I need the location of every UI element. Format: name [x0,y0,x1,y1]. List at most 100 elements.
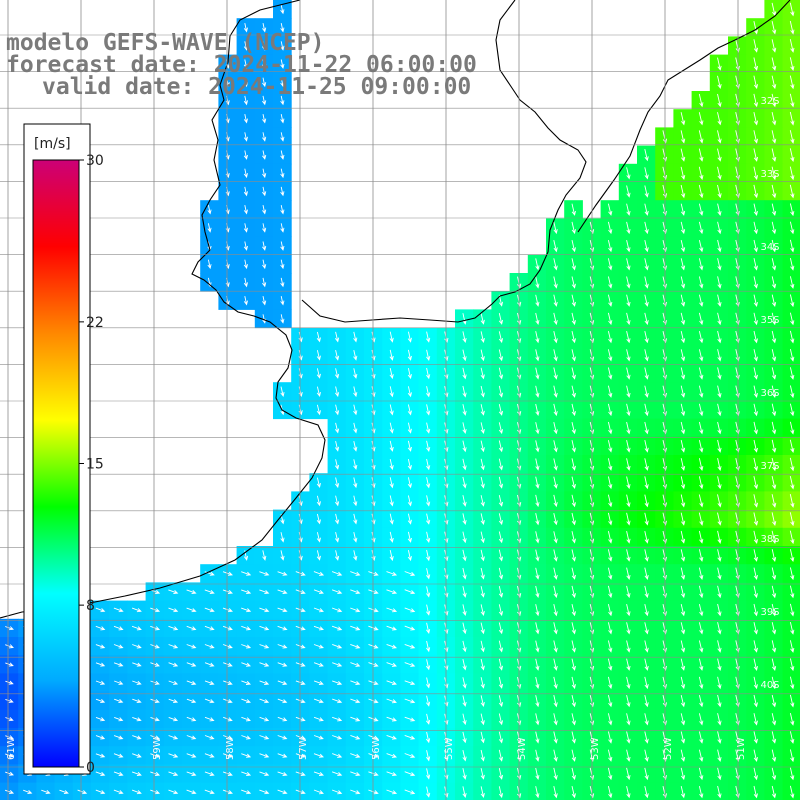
wind-arrow [607,549,613,562]
wind-arrow [259,735,270,740]
wind-arrow [571,440,576,453]
wind-arrow [698,294,704,307]
wind-arrow [553,658,558,671]
wind-arrow [243,205,248,215]
wind-arrow [113,753,124,758]
wind-arrow [334,459,340,470]
wind-arrow [753,203,758,217]
wind-arrow [789,184,795,199]
wind-arrow [313,789,324,795]
wind-arrow [644,531,649,544]
wind-arrow [771,785,777,799]
wind-arrows [4,2,795,799]
wind-arrow [480,385,485,398]
wind-arrow [480,313,485,325]
longitude-label: 57W [298,737,309,760]
longitude-label: 54W [517,737,528,760]
wind-arrow [353,331,358,343]
wind-arrow [553,767,558,781]
wind-arrow [168,698,179,704]
wind-arrow [462,695,467,707]
wind-arrow [426,386,431,398]
wind-arrow [753,184,759,199]
wind-arrow [717,403,722,417]
wind-arrow [186,662,197,667]
wind-arrow [680,276,686,289]
wind-cell [91,782,110,800]
wind-arrow [498,731,504,744]
wind-arrow [350,662,361,667]
wind-arrow [353,550,358,561]
wind-arrow [243,95,248,106]
wind-arrow [462,749,467,762]
wind-arrow [553,330,558,344]
wind-arrow [553,622,558,635]
wind-arrow [313,607,324,613]
wind-arrow [771,749,777,763]
wind-arrow [480,404,485,416]
wind-cell [182,782,201,800]
wind-arrow [407,459,412,471]
wind-arrow [462,458,467,471]
wind-arrow [204,571,215,576]
wind-arrow [771,494,777,508]
wind-arrow [316,368,321,379]
coastline-brazil-south [577,0,791,233]
wind-arrow [607,221,613,235]
wind-cell [382,782,401,800]
wind-arrow [350,589,361,595]
wind-arrow [204,753,215,758]
wind-arrow [462,586,467,598]
wind-arrow [535,276,540,289]
wind-arrow [426,440,431,453]
wind-arrow [480,349,485,362]
wind-arrow [644,403,649,417]
wind-arrow [717,112,722,126]
wind-arrow [535,695,540,708]
wind-arrow [462,658,467,671]
wind-arrow [680,549,686,562]
wind-arrow [498,458,504,471]
wind-arrow [644,767,649,781]
wind-arrow [789,622,795,635]
wind-arrow [462,713,467,726]
wind-arrow [389,459,394,471]
wind-arrow [789,494,795,508]
wind-arrow [753,421,758,435]
wind-arrow [350,753,361,758]
wind-arrow [498,640,504,653]
wind-arrow [480,713,485,726]
wind-arrow [389,349,394,361]
wind-arrow [186,771,197,776]
wind-arrow [680,767,686,781]
wind-arrow [462,677,467,689]
wind-arrow [553,440,558,453]
wind-arrow [331,571,343,576]
wind-arrow [168,753,179,758]
wind-cell [18,782,37,800]
wind-arrow [717,258,722,271]
wind-arrow [462,495,467,507]
wind-arrow [313,716,324,722]
wind-arrow [626,239,631,253]
wind-arrow [644,785,649,799]
wind-arrow [331,771,343,777]
wind-arrow [753,39,759,53]
wind-arrow [698,549,704,562]
wind-arrow [789,640,795,653]
wind-arrow [644,367,649,380]
wind-arrow [789,767,795,781]
wind-arrow [717,713,722,726]
wind-arrow [753,75,759,90]
wind-arrow [168,789,179,795]
wind-arrow [607,585,613,599]
wind-arrow [753,403,758,417]
wind-arrow [280,95,285,106]
wind-arrow [389,531,394,543]
wind-arrow [313,644,324,649]
wind-arrow [626,440,631,453]
wind-arrow [644,294,649,307]
wind-arrow [280,386,285,398]
wind-arrow [331,789,343,795]
